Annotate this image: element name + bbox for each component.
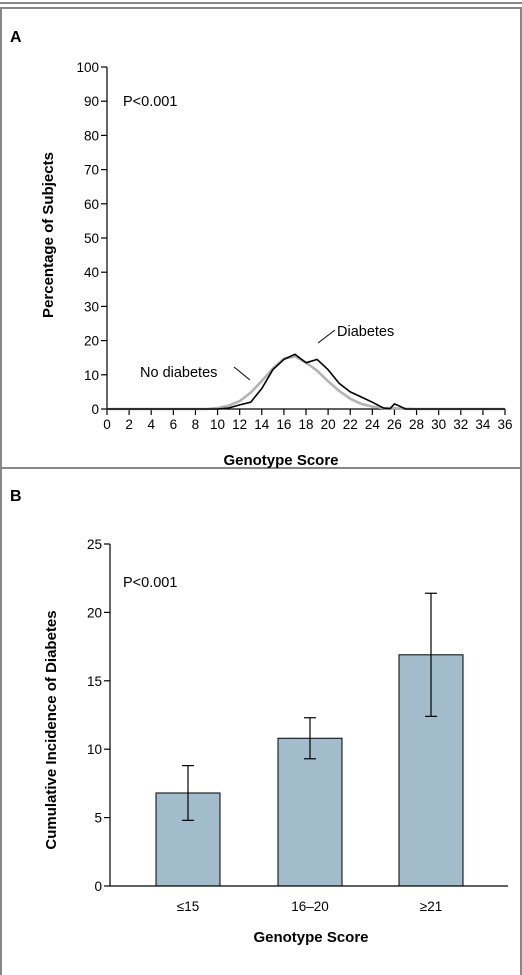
panel-b: B Cumulative Incidence of Diabetes Genot… <box>10 488 508 946</box>
panel-a-x-tick-label: 4 <box>147 417 155 432</box>
panel-a-y-tick-label: 0 <box>91 402 99 417</box>
panel-a-x-tick-label: 36 <box>497 417 512 432</box>
panel-a-x-tick-label: 22 <box>343 417 358 432</box>
panel-a-letter: A <box>10 29 22 46</box>
panel-b-y-tick-label: 20 <box>87 605 102 620</box>
panel-a-x-tick-label: 28 <box>409 417 424 432</box>
panel-a-x-tick-label: 10 <box>210 417 225 432</box>
panel-a-x-tick-label: 24 <box>365 417 381 432</box>
panel-a-x-tick-label: 26 <box>387 417 402 432</box>
legend-label-no-diabetes: No diabetes <box>140 365 217 381</box>
panel-a: A Percentage of Subjects Genotype Score … <box>10 29 513 469</box>
panel-a-y-tick-label: 80 <box>84 128 99 143</box>
panel-b-x-tick-label: ≥21 <box>420 899 442 914</box>
panel-b-x-tick-label: 16–20 <box>291 899 329 914</box>
panel-a-x-tick-label: 6 <box>170 417 178 432</box>
panel-a-y-tick-label: 50 <box>84 231 99 246</box>
panel-a-y-tick-label: 10 <box>84 368 99 383</box>
panel-b-y-tick-label: 5 <box>94 811 102 826</box>
panel-a-x-axis-label: Genotype Score <box>223 452 338 469</box>
panel-a-x-tick-label: 16 <box>276 417 291 432</box>
panel-b-y-tick-label: 15 <box>87 674 102 689</box>
panel-a-y-axis-label: Percentage of Subjects <box>40 152 57 318</box>
panel-a-y-tick-label: 100 <box>76 60 99 75</box>
panel-a-y-tick-label: 70 <box>84 163 99 178</box>
leader-line-diabetes <box>317 329 336 344</box>
panel-b-letter: B <box>10 488 22 505</box>
panel-b-y-axis-label: Cumulative Incidence of Diabetes <box>43 610 60 849</box>
panel-a-x-tick-label: 30 <box>431 417 446 432</box>
panel-a-x-tick-label: 34 <box>475 417 491 432</box>
panel-b-y-tick-label: 0 <box>94 879 102 894</box>
panel-a-x-tick-label: 14 <box>254 417 270 432</box>
panel-b-y-tick-label: 10 <box>87 742 102 757</box>
panel-a-x-tick-label: 18 <box>298 417 313 432</box>
panel-a-x-tick-label: 32 <box>453 417 468 432</box>
panel-a-series <box>107 353 505 411</box>
panel-b-axes: 0 5 10 15 20 25 <box>87 537 508 894</box>
panel-b-x-tick-label: ≤15 <box>177 899 199 914</box>
panel-a-x-tick-label: 12 <box>232 417 247 432</box>
panel-a-y-tick-label: 60 <box>84 197 99 212</box>
panel-a-x-tick-label: 2 <box>125 417 133 432</box>
panel-a-p-value: P<0.001 <box>123 94 177 110</box>
panel-a-y-tick-label: 20 <box>84 334 99 349</box>
leader-line-no-diabetes <box>233 366 251 381</box>
panel-a-y-tick-label: 90 <box>84 94 99 109</box>
panel-b-x-axis-label: Genotype Score <box>253 929 368 946</box>
panel-b-p-value: P<0.001 <box>123 575 177 591</box>
panel-a-x-tick-label: 20 <box>321 417 336 432</box>
panel-a-y-tick-label: 30 <box>84 299 99 314</box>
panel-a-y-tick-label: 40 <box>84 265 99 280</box>
legend-label-diabetes: Diabetes <box>337 324 394 340</box>
series-line-diabetes <box>107 353 505 410</box>
panel-a-x-tick-label: 0 <box>103 417 111 432</box>
panel-a-x-tick-label: 8 <box>192 417 200 432</box>
panel-b-y-tick-label: 25 <box>87 537 102 552</box>
panel-b-bars: ≤15 16–20 ≥21 <box>155 592 464 914</box>
bar <box>277 737 343 887</box>
